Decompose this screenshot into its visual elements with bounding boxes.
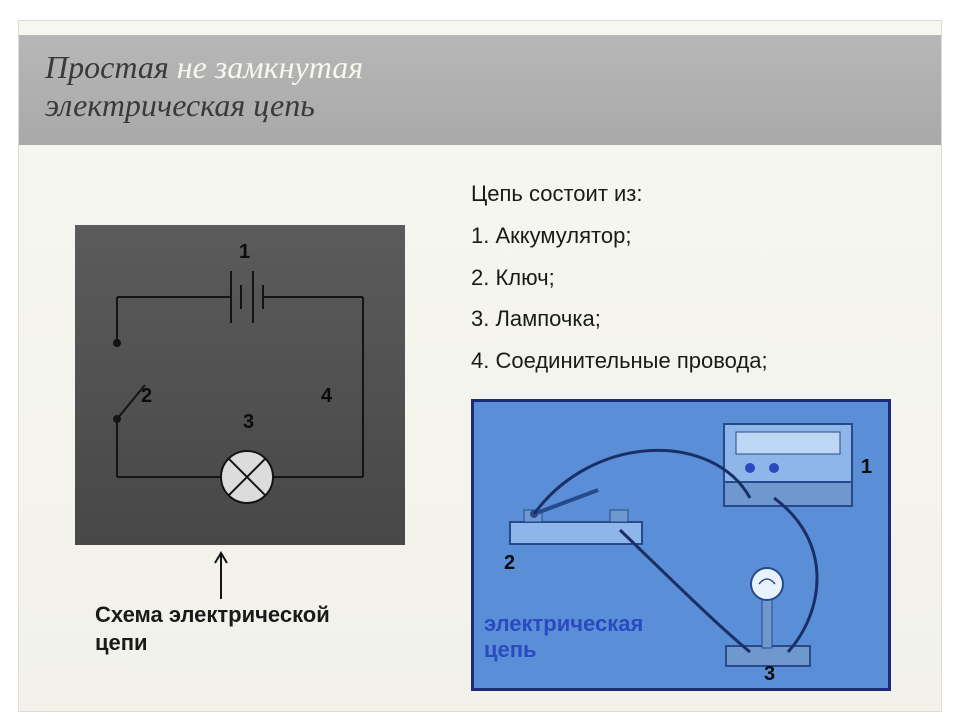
photo-label-3: 3 bbox=[764, 663, 775, 686]
schematic-label-3: 3 bbox=[243, 411, 254, 434]
title-prefix: Простая bbox=[45, 49, 177, 85]
slide: Простая не замкнутая электрическая цепь bbox=[18, 20, 942, 712]
title-emphasis: не замкнутая bbox=[177, 49, 363, 85]
title-band: Простая не замкнутая электрическая цепь bbox=[19, 35, 941, 145]
circuit-photo: 1 2 3 электрическаяцепь bbox=[471, 399, 891, 691]
arrow-icon bbox=[211, 549, 231, 601]
photo-caption: электрическаяцепь bbox=[484, 611, 643, 662]
component-list: Цепь состоит из: 1. Аккумулятор; 2. Ключ… bbox=[471, 173, 931, 382]
list-item: 1. Аккумулятор; bbox=[471, 215, 931, 257]
list-item: 4. Соединительные провода; bbox=[471, 340, 931, 382]
schematic-label-1: 1 bbox=[239, 241, 250, 264]
title-line-1: Простая не замкнутая bbox=[45, 47, 915, 87]
schematic-label-2: 2 bbox=[141, 385, 152, 408]
title-line-2: электрическая цепь bbox=[45, 87, 915, 124]
photo-label-1: 1 bbox=[861, 456, 872, 479]
list-item: 2. Ключ; bbox=[471, 257, 931, 299]
photo-label-2: 2 bbox=[504, 552, 515, 575]
schematic-label-4: 4 bbox=[321, 385, 332, 408]
schematic-svg bbox=[75, 225, 405, 545]
schematic-caption: Схема электрической цепи bbox=[95, 601, 355, 656]
circuit-schematic: 1 2 3 4 bbox=[75, 225, 405, 545]
list-heading: Цепь состоит из: bbox=[471, 173, 931, 215]
list-item: 3. Лампочка; bbox=[471, 298, 931, 340]
